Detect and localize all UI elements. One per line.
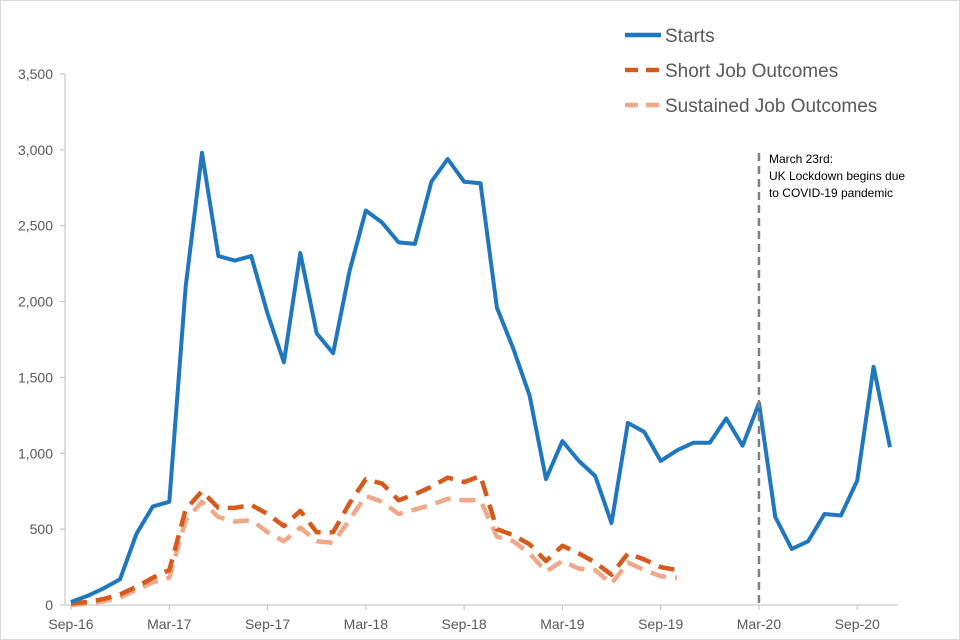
y-tick-label: 3,000 <box>18 142 53 158</box>
legend: Starts Short Job Outcomes Sustained Job Ou… <box>625 26 877 117</box>
x-tick-label: Sep-19 <box>638 616 683 632</box>
y-tick-label: 0 <box>45 597 53 613</box>
series-line-short <box>70 473 678 606</box>
axes: 0 500 1,000 1,500 2,000 2,500 3,000 3,500 Sep-16… <box>18 66 898 632</box>
legend-label-short: Short Job Outcomes <box>665 61 838 82</box>
x-tick-label: Mar-17 <box>147 616 192 632</box>
y-tick-label: 3,500 <box>18 66 53 82</box>
annotation-text: March 23rd: <box>769 152 833 166</box>
x-tick-label: Mar-19 <box>540 616 585 632</box>
series-group <box>70 150 892 608</box>
y-tick-label: 1,000 <box>18 445 53 461</box>
y-tick-label: 2,500 <box>18 218 53 234</box>
annotation-text: to COVID-19 pandemic <box>769 186 893 200</box>
x-tick-label: Sep-17 <box>245 616 290 632</box>
x-tick-label: Sep-20 <box>835 616 880 632</box>
x-tick-label: Mar-20 <box>737 616 782 632</box>
y-tick-label: 2,000 <box>18 294 53 310</box>
annotation-text: UK Lockdown begins due <box>769 169 905 183</box>
legend-label-sustained: Sustained Job Outcomes <box>665 96 877 117</box>
series-line-starts <box>70 150 892 604</box>
x-tick-label: Sep-16 <box>48 616 93 632</box>
legend-label-starts: Starts <box>665 26 715 47</box>
y-tick-label: 1,500 <box>18 369 53 385</box>
x-tick-label: Sep-18 <box>442 616 487 632</box>
y-tick-label: 500 <box>30 521 54 537</box>
x-tick-label: Mar-18 <box>344 616 389 632</box>
series-line-sustained <box>70 493 678 608</box>
annotation-group: March 23rd: UK Lockdown begins due to COVI… <box>757 152 905 605</box>
